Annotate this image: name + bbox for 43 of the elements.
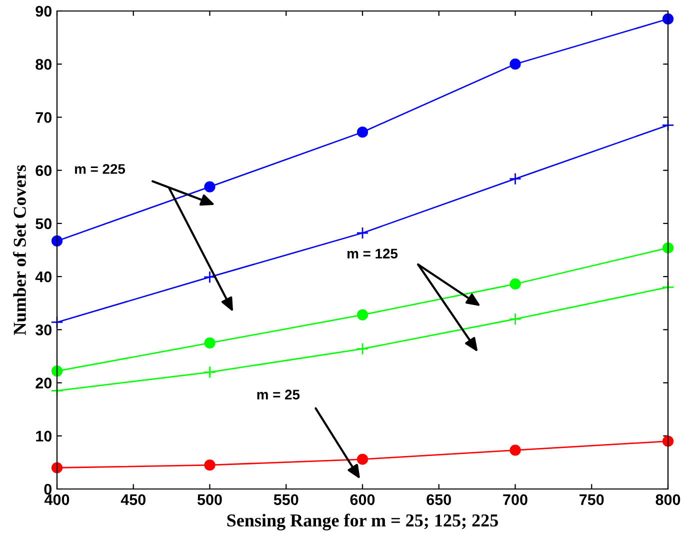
y-tick-label: 90: [36, 6, 52, 17]
point: [509, 172, 522, 186]
y-tick-label: 30: [36, 324, 52, 336]
y-tick-label: 20: [36, 378, 52, 388]
point: [204, 366, 216, 378]
point: [662, 436, 674, 447]
y-tick-label: 60: [36, 165, 52, 176]
point: [510, 278, 521, 290]
x-tick-label: 700: [503, 494, 528, 506]
point: [51, 235, 63, 247]
point: [356, 342, 369, 356]
annotation: m = 125: [348, 248, 398, 259]
y-tick-label: 80: [36, 58, 52, 70]
point: [510, 444, 521, 456]
y-tick-label: 50: [36, 218, 52, 230]
point: [204, 460, 216, 471]
x-tick-label: 750: [580, 494, 604, 506]
x-tick-label: 550: [274, 494, 298, 506]
y-tick-label: 40: [35, 271, 52, 282]
point: [204, 270, 216, 284]
x-tick-label: 450: [120, 494, 146, 506]
annotation: m = 225: [75, 164, 126, 174]
x-tick-label: 800: [656, 494, 680, 506]
x-tick-label: 400: [44, 494, 70, 506]
point: [204, 337, 216, 348]
x-axis-title: Sensing Range for m = 25; 125; 225: [227, 514, 498, 530]
point: [51, 366, 63, 377]
y-axis-title: Number of Set Covers: [13, 165, 26, 335]
y-tick-label: 0: [44, 484, 52, 495]
x-tick-label: 600: [350, 494, 375, 506]
point: [356, 126, 368, 138]
point: [356, 309, 368, 320]
x-tick-label: 650: [426, 494, 451, 506]
point: [509, 312, 522, 326]
y-tick-label: 70: [36, 112, 52, 123]
annotation: m = 25: [257, 390, 300, 400]
point: [356, 226, 369, 240]
point: [204, 181, 216, 192]
point: [510, 58, 521, 70]
point: [356, 454, 368, 465]
x-tick-label: 500: [197, 494, 222, 506]
point: [662, 13, 674, 25]
y-tick-label: 10: [36, 430, 52, 442]
